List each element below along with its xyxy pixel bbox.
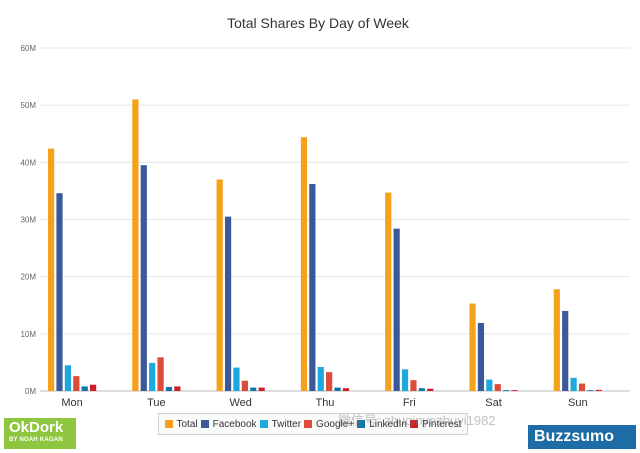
gridlines (40, 47, 630, 392)
bar-pinterest-sun (595, 389, 602, 391)
bar-facebook-wed (224, 216, 232, 391)
x-tick-label: Thu (315, 397, 334, 409)
bar-pinterest-mon (90, 384, 97, 391)
bar-google-thu (326, 372, 333, 391)
bars (48, 99, 602, 391)
y-tick-label: 10M (20, 330, 36, 339)
bar-google-fri (410, 380, 417, 391)
bar-total-wed (216, 179, 223, 391)
legend-label: Pinterest (421, 418, 462, 430)
bar-twitter-sat (486, 379, 493, 391)
bar-pinterest-wed (258, 387, 265, 391)
okdork-logo-name: OkDork (9, 419, 64, 436)
bar-google-sun (578, 383, 586, 391)
bar-linkedin-sat (503, 390, 510, 391)
x-tick-label: Wed (229, 397, 251, 409)
y-tick-label: 20M (20, 273, 36, 282)
bar-total-fri (385, 192, 392, 391)
bar-total-mon (48, 148, 55, 391)
bar-facebook-fri (393, 228, 400, 391)
okdork-logo: OkDork BY NOAH KAGAN (4, 418, 76, 449)
bar-linkedin-sun (587, 390, 594, 391)
bar-twitter-fri (401, 369, 409, 391)
bar-facebook-mon (56, 193, 63, 391)
bar-twitter-thu (317, 366, 324, 391)
legend-item-linkedin[interactable]: LinkedIn (357, 419, 407, 430)
bar-linkedin-wed (250, 387, 257, 391)
bar-google-mon (73, 376, 80, 391)
bar-pinterest-fri (427, 388, 434, 391)
bar-total-sat (469, 303, 476, 391)
watermark-text: 微信号: zhuqinyezhuyi1982 (338, 413, 496, 428)
bar-facebook-thu (309, 184, 316, 391)
bar-facebook-tue (140, 165, 147, 391)
y-tick-label: 60M (20, 44, 36, 53)
bar-pinterest-tue (174, 386, 181, 391)
legend-label: Total (176, 418, 198, 430)
x-tick-label: Tue (147, 397, 166, 409)
y-tick-label: 0M (25, 387, 36, 396)
legend-swatch (259, 420, 268, 428)
y-axis: 0M 10M 20M 30M 40M 50M 60M (20, 44, 36, 396)
legend-item-pinterest[interactable]: Pinterest (409, 418, 462, 430)
bar-twitter-sun (570, 377, 577, 391)
bar-twitter-tue (149, 362, 156, 391)
legend-label: Facebook (212, 418, 257, 430)
chart-title: Total Shares By Day of Week (227, 15, 410, 31)
legend-label: LinkedIn (369, 418, 407, 430)
bar-linkedin-tue (165, 386, 173, 391)
bar-total-tue (132, 99, 139, 391)
bar-google-wed (241, 380, 248, 391)
x-tick-label: Mon (61, 397, 82, 409)
bar-google-sat (494, 384, 501, 391)
legend-swatch (200, 420, 209, 428)
legend-item-facebook[interactable]: Facebook (200, 418, 257, 430)
y-tick-label: 30M (20, 216, 36, 225)
x-axis: Mon Tue Wed Thu Fri Sat Sun (61, 397, 587, 409)
x-tick-label: Sun (568, 397, 588, 409)
legend-swatch (304, 420, 313, 428)
bar-linkedin-mon (81, 386, 88, 391)
bar-linkedin-thu (334, 387, 341, 391)
legend-item-google[interactable]: Google+ (304, 419, 354, 430)
legend: Total Facebook Twitter Google+ LinkedIn Pinte… (158, 413, 468, 435)
bar-facebook-sun (562, 310, 569, 391)
buzzsumo-logo: Buzzsumo (528, 425, 636, 449)
x-tick-label: Fri (403, 397, 416, 409)
okdork-logo-tagline: BY NOAH KAGAN (9, 437, 63, 443)
legend-label: Google+ (316, 418, 355, 430)
legend-swatch (164, 420, 173, 428)
bar-twitter-mon (64, 365, 71, 391)
bar-pinterest-sat (511, 390, 518, 391)
bar-pinterest-thu (342, 388, 350, 391)
legend-item-total[interactable]: Total (164, 418, 198, 430)
x-tick-label: Sat (485, 397, 502, 409)
legend-swatch (409, 420, 418, 428)
bar-twitter-wed (233, 367, 240, 391)
bar-total-thu (300, 137, 308, 391)
legend-label: Twitter (271, 418, 302, 430)
y-tick-label: 40M (20, 158, 36, 167)
bar-google-tue (157, 357, 164, 391)
buzzsumo-logo-name: Buzzsumo (534, 428, 614, 445)
bar-linkedin-fri (418, 388, 425, 391)
bar-facebook-sat (477, 322, 485, 391)
y-tick-label: 50M (20, 101, 36, 110)
legend-swatch (357, 420, 366, 428)
bar-total-sun (553, 289, 560, 391)
legend-item-twitter[interactable]: Twitter (259, 418, 302, 430)
